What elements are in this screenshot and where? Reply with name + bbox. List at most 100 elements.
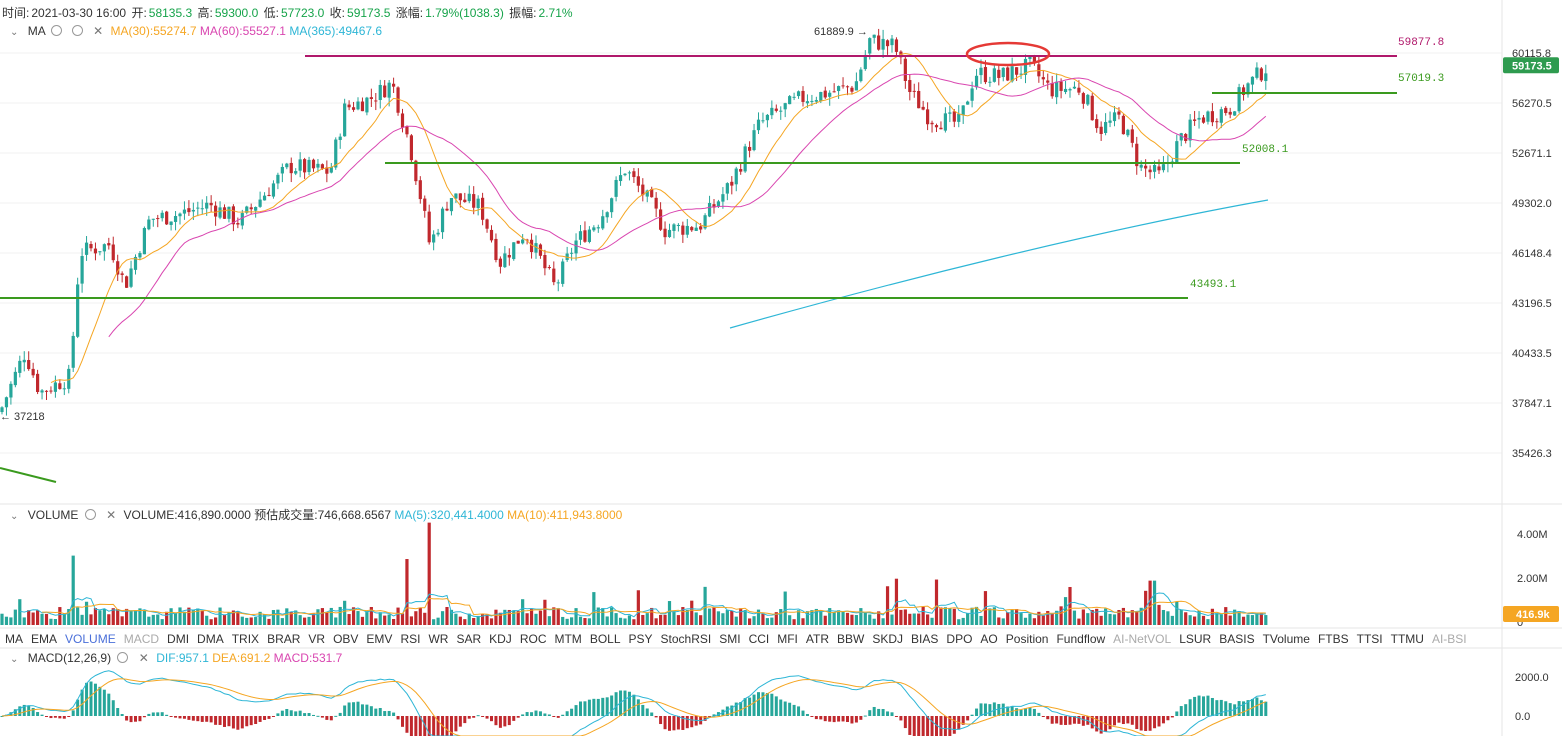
tab-ma[interactable]: MA [5, 632, 23, 646]
volume-bar [712, 607, 716, 625]
tab-rsi[interactable]: RSI [400, 632, 421, 646]
tab-dpo[interactable]: DPO [946, 632, 973, 646]
tab-dmi[interactable]: DMI [167, 632, 190, 646]
indicator-tabs: MA EMA VOLUME MACD DMI DMA TRIX BRAR VR OBV EMV RSI… [0, 631, 1470, 647]
candle-body [1148, 169, 1152, 173]
candle-body [89, 244, 93, 249]
ma-name[interactable]: MA [27, 24, 46, 38]
tab-dma[interactable]: DMA [197, 632, 224, 646]
collapse-chevron-icon[interactable]: ⌄ [10, 511, 19, 522]
tab-psy[interactable]: PSY [628, 632, 653, 646]
volume-bar [930, 617, 934, 625]
candle-body [1099, 126, 1103, 134]
volume-bar [828, 608, 832, 625]
tab-emv[interactable]: EMV [366, 632, 393, 646]
tab-smi[interactable]: SMI [719, 632, 741, 646]
macd-bar [58, 716, 62, 719]
settings-icon[interactable] [84, 509, 96, 520]
volume-bar [276, 609, 280, 625]
tab-position[interactable]: Position [1005, 632, 1049, 646]
macd-bar [196, 716, 200, 722]
tab-ttsi[interactable]: TTSI [1356, 632, 1383, 646]
settings-icon[interactable] [71, 25, 83, 36]
tab-wr[interactable]: WR [428, 632, 449, 646]
tab-volume[interactable]: VOLUME [65, 632, 116, 646]
candle-body [552, 268, 556, 283]
candle-body [240, 213, 244, 226]
macd-bar [1028, 707, 1032, 716]
collapse-chevron-icon[interactable]: ⌄ [10, 654, 19, 665]
tab-vr[interactable]: VR [308, 632, 326, 646]
macd-name[interactable]: MACD(12,26,9) [27, 651, 112, 665]
settings-icon[interactable] [117, 652, 129, 663]
volume-tick-label: 0 [1517, 617, 1523, 629]
volume-bar [285, 608, 289, 625]
tab-lsur[interactable]: LSUR [1179, 632, 1212, 646]
tab-sar[interactable]: SAR [456, 632, 482, 646]
volume-bar [618, 617, 623, 625]
close-icon[interactable]: ✕ [93, 24, 104, 38]
volume-estimate: 预估成交量:746,668.6567 [254, 508, 392, 522]
macd-bar [583, 701, 587, 716]
candle-body [1228, 111, 1232, 115]
volume-bar [436, 617, 440, 625]
tab-ttmu[interactable]: TTMU [1390, 632, 1424, 646]
macd-bar [1090, 716, 1094, 729]
candle-body [1237, 87, 1241, 112]
volume-bar [338, 606, 342, 625]
tab-boll[interactable]: BOLL [589, 632, 621, 646]
volume-bar [552, 607, 556, 625]
tab-atr[interactable]: ATR [805, 632, 830, 646]
volume-bar [414, 611, 418, 625]
candle-body [587, 229, 591, 242]
tab-kdj[interactable]: KDJ [489, 632, 512, 646]
tab-ai-netvol[interactable]: AI-NetVOL [1113, 632, 1172, 646]
tab-ema[interactable]: EMA [31, 632, 58, 646]
volume-bar [262, 614, 267, 625]
macd-bar [156, 712, 160, 716]
tab-brar[interactable]: BRAR [267, 632, 301, 646]
tab-bias[interactable]: BIAS [911, 632, 939, 646]
collapse-chevron-icon[interactable]: ⌄ [10, 27, 19, 38]
macd-bar [231, 716, 235, 729]
candles [0, 28, 1268, 416]
macd-bar [1068, 716, 1072, 725]
tab-ftbs[interactable]: FTBS [1317, 632, 1349, 646]
candle-body [182, 209, 187, 214]
macd-bar [1237, 701, 1241, 716]
candle-body [1015, 67, 1019, 75]
tab-trix[interactable]: TRIX [231, 632, 260, 646]
tab-ai-bsi[interactable]: AI-BSI [1431, 632, 1467, 646]
tab-macd[interactable]: MACD [123, 632, 160, 646]
tab-obv[interactable]: OBV [333, 632, 359, 646]
candle-body [1010, 66, 1014, 82]
tab-cci[interactable]: CCI [748, 632, 770, 646]
volume-name[interactable]: VOLUME [27, 508, 79, 522]
tab-tvolume[interactable]: TVolume [1262, 632, 1310, 646]
tab-skdj[interactable]: SKDJ [872, 632, 904, 646]
volume-bar [289, 612, 293, 625]
tab-mtm[interactable]: MTM [554, 632, 582, 646]
macd-bar [1148, 716, 1152, 731]
candle-body [556, 282, 560, 284]
close-icon[interactable]: ✕ [106, 508, 117, 522]
tab-bbw[interactable]: BBW [837, 632, 865, 646]
candle-body [1104, 121, 1108, 133]
tab-basis[interactable]: BASIS [1219, 632, 1255, 646]
candle-body [285, 163, 289, 168]
tab-roc[interactable]: ROC [519, 632, 547, 646]
volume-bar [943, 607, 947, 625]
candle-body [1201, 117, 1206, 123]
eye-icon[interactable] [51, 25, 63, 36]
tab-mfi[interactable]: MFI [777, 632, 798, 646]
macd-bar [636, 699, 640, 716]
tab-stochrsi[interactable]: StochRSI [660, 632, 712, 646]
volume-bar [1015, 609, 1019, 625]
tab-fundflow[interactable]: Fundflow [1056, 632, 1106, 646]
macd-bar [917, 716, 921, 736]
close-icon[interactable]: ✕ [138, 651, 149, 665]
macd-bar [485, 716, 489, 719]
macd-bar [872, 706, 876, 716]
tab-ao[interactable]: AO [980, 632, 998, 646]
low-value: 57723.0 [280, 6, 325, 20]
